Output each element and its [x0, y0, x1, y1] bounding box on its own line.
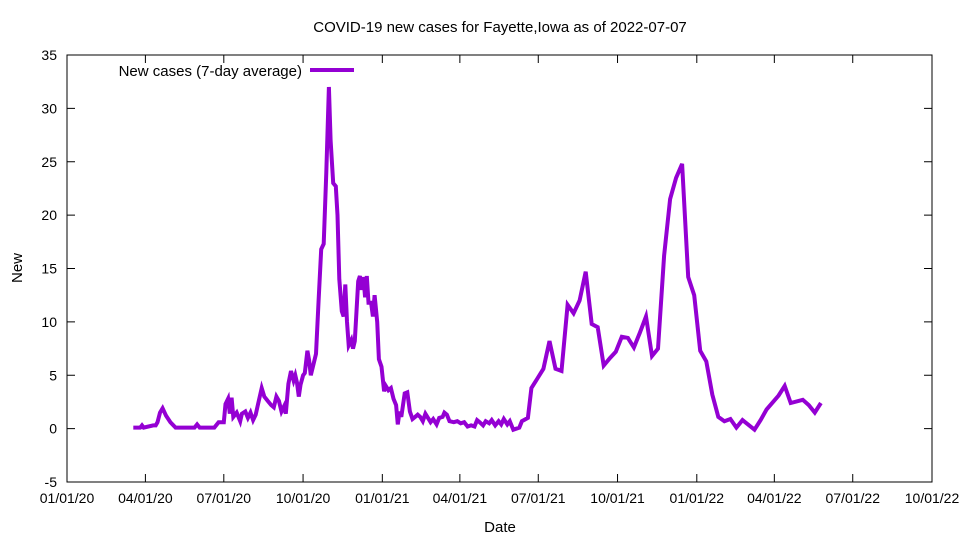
y-tick-label: 10: [41, 314, 57, 330]
plot-area: [133, 86, 823, 433]
x-tick-label: 10/01/21: [590, 490, 645, 506]
y-tick-label: 30: [41, 100, 57, 116]
chart-title: COVID-19 new cases for Fayette,Iowa as o…: [313, 19, 687, 36]
y-tick-label: 25: [41, 154, 57, 170]
tick-group: -5 0 5 10 15 20 25 30 35 01/01/20 04/01/20 07/01/20…: [40, 47, 960, 506]
x-tick-label: 07/01/22: [825, 490, 880, 506]
y-tick-label: 15: [41, 261, 57, 277]
y-axis-title: New: [9, 253, 26, 283]
x-tick-label: 07/01/20: [197, 490, 252, 506]
legend-label: New cases (7-day average): [119, 63, 302, 80]
x-tick-label: 07/01/21: [511, 490, 566, 506]
x-tick-label: 01/01/22: [670, 490, 725, 506]
y-tick-label: 35: [41, 47, 57, 63]
x-axis-title: Date: [484, 519, 516, 536]
x-tick-label: 01/01/21: [355, 490, 410, 506]
x-tick-label: 04/01/22: [747, 490, 802, 506]
legend: New cases (7-day average): [119, 63, 354, 80]
x-tick-label: 10/01/22: [905, 490, 960, 506]
x-tick-label: 04/01/20: [118, 490, 173, 506]
y-tick-label: -5: [45, 474, 58, 490]
x-tick-label: 04/01/21: [433, 490, 488, 506]
x-tick-label: 10/01/20: [276, 490, 331, 506]
x-tick-label: 01/01/20: [40, 490, 95, 506]
y-tick-label: 20: [41, 207, 57, 223]
series-line: [133, 86, 823, 433]
plot-frame: [66, 54, 933, 483]
y-tick-label: 5: [49, 367, 57, 383]
y-tick-label: 0: [49, 421, 57, 437]
